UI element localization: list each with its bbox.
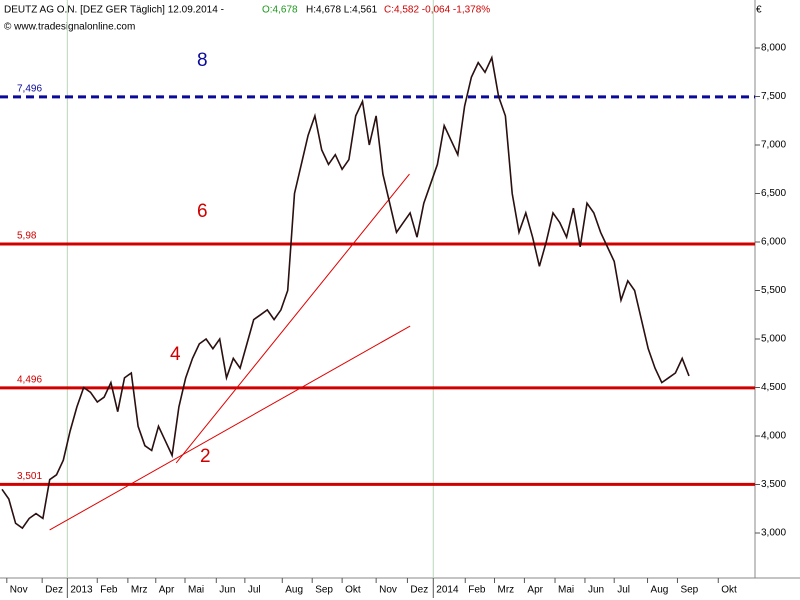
- annotation: 6: [197, 201, 208, 222]
- x-tick-label: Sep: [315, 585, 333, 596]
- trend-line: [49, 325, 411, 531]
- x-tick-label: Apr: [527, 585, 543, 596]
- x-tick-label: 2013: [70, 585, 93, 596]
- annotation: 8: [197, 50, 208, 71]
- x-tick-label: Dez: [45, 585, 63, 596]
- level-label: 7,496: [17, 84, 42, 95]
- x-tick-label: Mrz: [131, 585, 148, 596]
- x-tick-label: Jul: [248, 585, 261, 596]
- level-label: 5,98: [17, 231, 37, 242]
- header-open: O:4,678: [262, 5, 298, 16]
- x-tick-label: 2014: [436, 585, 459, 596]
- y-tick-label: 6,500: [761, 188, 786, 199]
- x-tick-label: Sep: [680, 585, 698, 596]
- y-tick-label: 3,500: [761, 479, 786, 490]
- x-tick-label: Mrz: [497, 585, 514, 596]
- x-tick-label: Mai: [558, 585, 574, 596]
- level-label: 3,501: [17, 471, 42, 482]
- y-tick-label: 6,000: [761, 237, 786, 248]
- annotation: 2: [200, 446, 211, 467]
- x-tick-label: Nov: [10, 585, 28, 596]
- x-tick-label: Feb: [468, 585, 486, 596]
- unit: €: [756, 5, 762, 16]
- x-tick-label: Okt: [721, 585, 737, 596]
- x-tick-label: Jun: [588, 585, 604, 596]
- x-tick-label: Feb: [100, 585, 118, 596]
- x-tick-label: Aug: [285, 585, 303, 596]
- y-tick-label: 4,500: [761, 382, 786, 393]
- y-tick-label: 3,000: [761, 528, 786, 539]
- x-tick-label: Jul: [617, 585, 630, 596]
- x-tick-label: Mai: [188, 585, 204, 596]
- subtitle: © www.tradesignalonline.com: [4, 22, 135, 33]
- x-tick-label: Aug: [651, 585, 669, 596]
- y-tick-label: 7,500: [761, 91, 786, 102]
- annotation: 4: [170, 344, 181, 365]
- x-tick-label: Apr: [159, 585, 175, 596]
- y-tick-label: 7,000: [761, 140, 786, 151]
- y-tick-label: 8,000: [761, 43, 786, 54]
- header-highlow: H:4,678 L:4,561: [306, 5, 378, 16]
- x-tick-label: Jun: [219, 585, 235, 596]
- header-close: C:4,582 -0,064 -1,378%: [384, 5, 490, 16]
- level-label: 4,496: [17, 375, 42, 386]
- price-line: [1, 55, 690, 530]
- header-name: DEUTZ AG O.N. [DEZ GER Täglich] 12.09.20…: [4, 5, 224, 16]
- x-tick-label: Dez: [410, 585, 428, 596]
- y-tick-label: 5,500: [761, 285, 786, 296]
- x-tick-label: Okt: [345, 585, 361, 596]
- trend-line: [175, 173, 410, 464]
- y-tick-label: 4,000: [761, 431, 786, 442]
- x-tick-label: Nov: [379, 585, 397, 596]
- y-tick-label: 5,000: [761, 334, 786, 345]
